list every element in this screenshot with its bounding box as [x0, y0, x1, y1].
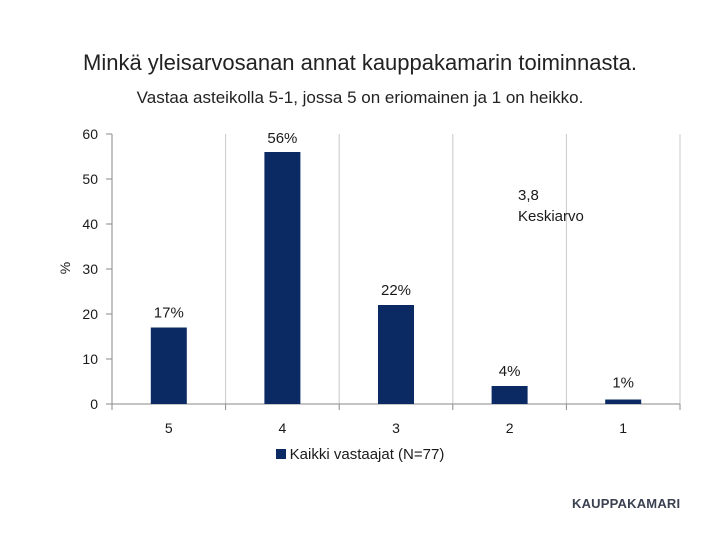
chart-subtitle: Vastaa asteikolla 5-1, jossa 5 on erioma…	[136, 88, 584, 107]
x-tick-label: 1	[619, 420, 627, 436]
x-tick-label: 2	[506, 420, 514, 436]
brand-logo: KAUPPAKAMARI	[572, 496, 681, 511]
bar	[264, 152, 301, 404]
x-tick-label: 5	[165, 420, 173, 436]
y-tick-label: 60	[82, 126, 98, 142]
y-tick-label: 20	[82, 306, 98, 322]
annotation-mean-value: 3,8	[518, 187, 539, 204]
legend-swatch	[275, 449, 286, 459]
data-label: 22%	[381, 282, 411, 299]
chart-title: Minkä yleisarvosanan annat kauppakamarin…	[83, 50, 637, 75]
y-tick-label: 10	[82, 351, 98, 367]
legend: Kaikki vastaajat (N=77)	[0, 446, 720, 463]
y-tick-label: 50	[82, 171, 98, 187]
y-tick-label: 0	[90, 396, 98, 412]
y-tick-label: 30	[82, 261, 98, 277]
data-label: 17%	[154, 305, 184, 322]
legend-label: Kaikki vastaajat (N=77)	[289, 446, 445, 463]
data-label: 1%	[612, 375, 634, 392]
x-tick-label: 3	[392, 420, 400, 436]
data-label: 56%	[267, 130, 297, 147]
bar	[150, 327, 187, 404]
y-axis-label: %	[57, 262, 73, 274]
bar	[491, 386, 528, 404]
bar	[605, 399, 642, 404]
data-label: 4%	[499, 363, 521, 380]
x-tick-label: 4	[279, 420, 287, 436]
annotation-mean-label: Keskiarvo	[518, 208, 584, 225]
bar	[378, 305, 414, 404]
y-tick-label: 40	[82, 216, 98, 232]
